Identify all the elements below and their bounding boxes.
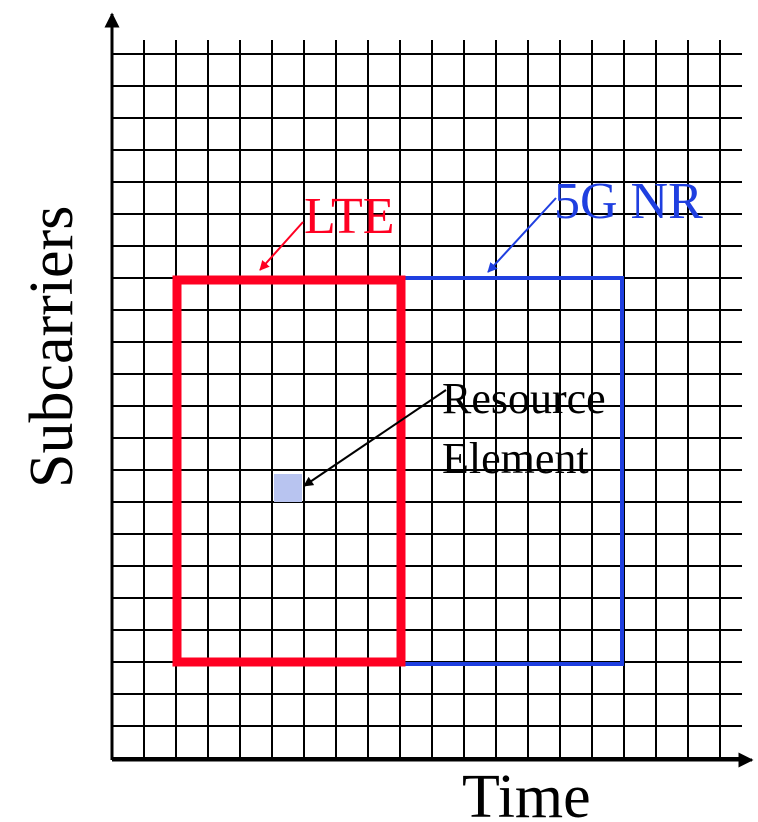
nr-pointer-arrow: [487, 197, 557, 273]
resource-element-cell: [274, 474, 302, 502]
resource-label-line1: Resource: [442, 374, 606, 423]
lte-label: LTE: [304, 188, 395, 245]
x-axis-label: Time: [462, 763, 591, 822]
resource-element-pointer-arrow: [303, 389, 447, 487]
lte-block-outline: [172, 275, 406, 667]
time-frequency-grid: [111, 40, 742, 759]
nr-label: 5G NR: [554, 173, 703, 230]
y-axis-label: Subcarriers: [18, 206, 86, 488]
lte-pointer-arrow: [259, 221, 304, 271]
resource-label-line2: Element: [442, 434, 589, 483]
